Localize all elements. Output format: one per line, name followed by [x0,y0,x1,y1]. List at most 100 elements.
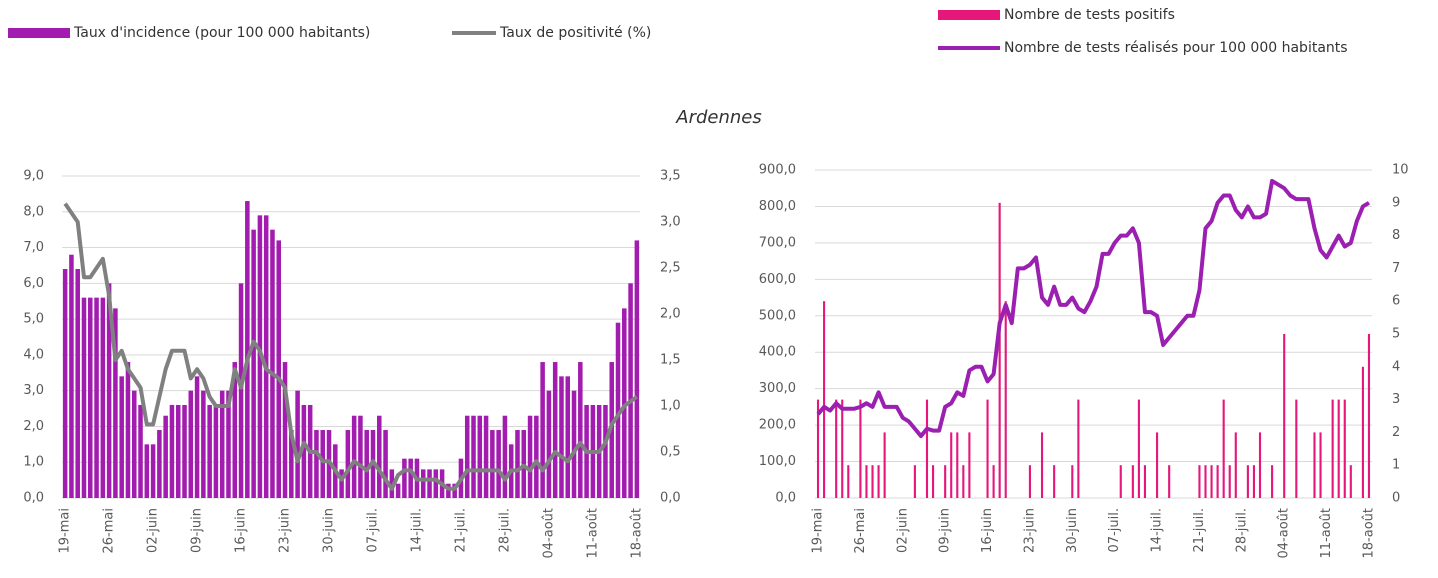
bar [1028,465,1031,498]
bar [88,297,93,498]
y2-tick-label: 9 [1392,195,1400,210]
bar [877,465,880,498]
bar [113,308,118,498]
bar [62,269,68,498]
bar [998,202,1001,499]
bar [201,390,206,498]
y2-tick-label: 7 [1392,261,1400,276]
bar [1053,465,1056,498]
x-tick-label: 07-juil. [365,508,380,552]
y-tick-label: 1,0 [23,455,44,470]
bar [364,430,369,498]
bar [238,283,244,498]
bar [1204,465,1207,498]
y-tick-label: 800,0 [759,199,796,214]
bar [865,465,868,498]
bar [859,399,862,498]
x-tick-label: 07-juil. [1107,508,1122,552]
legend-label: Nombre de tests positifs [1004,7,1175,23]
bar [823,301,826,498]
bar [841,399,844,498]
y2-tick-label: 6 [1392,294,1400,309]
bar [138,404,143,498]
y2-tick-label: 8 [1392,228,1400,243]
bar [565,376,571,498]
y2-tick-label: 3,0 [660,215,681,230]
legend-label: Nombre de tests réalisés pour 100 000 ha… [1004,40,1348,56]
y-tick-label: 900,0 [759,163,796,178]
y-tick-label: 500,0 [759,308,796,323]
x-tick-label: 18-août [629,508,644,559]
y-tick-label: 400,0 [759,345,796,360]
bar [245,201,250,499]
bar [622,308,627,498]
y2-tick-label: 4 [1392,359,1400,374]
bar [144,444,150,498]
x-tick-label: 14-juil. [409,508,424,552]
x-tick-label: 21-juil. [1192,508,1207,552]
bar [871,465,874,498]
bar [615,322,621,498]
bar [1077,399,1080,498]
y2-tick-label: 3,5 [660,169,681,184]
bar [1216,465,1219,498]
x-tick-label: 11-août [1319,508,1334,559]
bar [219,390,225,498]
bar [1071,465,1074,498]
bar [213,404,219,498]
bar [345,430,351,498]
x-tick-label: 09-juin [190,508,205,553]
x-tick-label: 14-juil. [1150,508,1165,552]
bar [131,390,137,498]
bar [1222,399,1225,498]
x-tick-label: 19-mai [811,508,826,553]
y-tick-label: 9,0 [23,169,44,184]
bar [389,469,395,498]
bar [1252,465,1255,498]
bar [571,390,577,498]
bar [1119,465,1122,498]
bar [1295,399,1298,498]
bar [1131,465,1134,498]
legend-label: Taux d'incidence (pour 100 000 habitants… [73,25,370,41]
bar [992,465,995,498]
bar [1246,465,1249,498]
bar [1137,399,1140,498]
bar [1143,465,1147,498]
bar [377,415,382,498]
bar [1367,334,1371,498]
legend-swatch [8,28,70,38]
bar [289,430,294,498]
bar [1343,399,1346,498]
bar [471,415,476,498]
bar [1283,334,1286,498]
bar [578,362,583,498]
bar [433,469,439,498]
x-tick-label: 16-juin [234,508,249,553]
y-tick-label: 7,0 [23,240,44,255]
bar [408,458,413,498]
bar [883,432,886,498]
x-tick-label: 16-juin [980,508,995,553]
bar [320,430,325,498]
bar [847,465,850,498]
bar [295,390,300,498]
x-tick-label: 26-mai [102,508,117,553]
y2-tick-label: 1 [1392,458,1400,473]
bar [232,362,238,498]
x-tick-label: 30-juin [1065,508,1080,553]
bar [634,240,640,498]
y-tick-label: 700,0 [759,235,796,250]
bar [276,240,282,498]
bar [1198,465,1201,498]
bar [358,415,363,498]
bar [925,399,929,498]
bar [395,483,401,498]
y-tick-label: 100,0 [759,454,796,469]
bar [502,415,508,498]
bar [546,390,552,498]
bar [81,297,87,498]
bar [628,283,633,498]
bar [270,229,275,498]
